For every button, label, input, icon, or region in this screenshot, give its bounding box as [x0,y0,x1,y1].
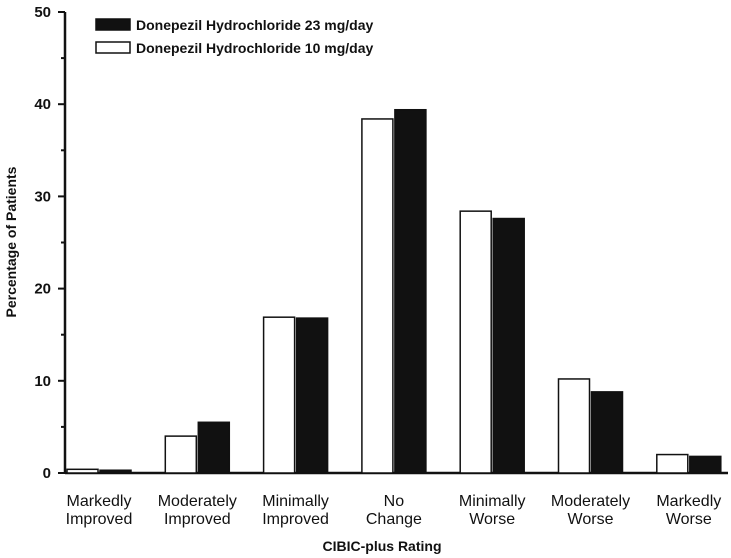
x-axis-title: CIBIC-plus Rating [323,538,442,554]
bar-23mg [689,455,722,474]
x-category-labels: MarkedlyImprovedModeratelyImprovedMinima… [66,493,722,528]
bar-10mg [557,378,591,474]
x-category-label: Worse [666,511,712,528]
bar-10mg [164,435,198,474]
bars [66,108,722,474]
x-category-label: No [384,493,405,510]
bar-23mg [295,317,329,474]
x-category-label: Worse [568,511,614,528]
y-tick-label: 30 [34,188,51,205]
bar-10mg [66,468,99,474]
legend-label: Donepezil Hydrochloride 10 mg/day [136,40,373,56]
y-tick-label: 0 [43,465,51,482]
x-category-label: Change [366,511,422,528]
y-tick-label: 20 [34,281,51,298]
x-category-label: Minimally [262,493,329,510]
bar-23mg [590,391,624,474]
x-category-label: Markedly [67,493,132,510]
bar-23mg [197,421,231,474]
y-tick-label: 10 [34,373,51,390]
x-category-label: Markedly [656,493,721,510]
bar-23mg [99,469,132,474]
x-category-label: Improved [66,511,133,528]
legend-swatch [95,41,131,54]
legend: Donepezil Hydrochloride 23 mg/day Donepez… [95,17,373,56]
y-axis-title: Percentage of Patients [3,166,19,317]
x-category-label: Moderately [551,493,630,510]
x-category-label: Moderately [158,493,237,510]
legend-swatch [95,18,131,31]
x-category-label: Minimally [459,493,526,510]
bar-10mg [459,210,492,474]
bar-10mg [262,316,296,474]
x-category-label: Improved [262,511,329,528]
y-tick-label: 40 [34,96,51,113]
y-ticks: 0 10 20 30 40 50 [34,4,65,482]
bar-23mg [394,108,427,474]
x-category-label: Worse [469,511,515,528]
y-tick-label: 50 [34,4,51,21]
bar-10mg [361,118,394,474]
bar-10mg [656,453,689,474]
legend-label: Donepezil Hydrochloride 23 mg/day [136,17,373,33]
bar-23mg [492,217,525,474]
x-category-label: Improved [164,511,231,528]
